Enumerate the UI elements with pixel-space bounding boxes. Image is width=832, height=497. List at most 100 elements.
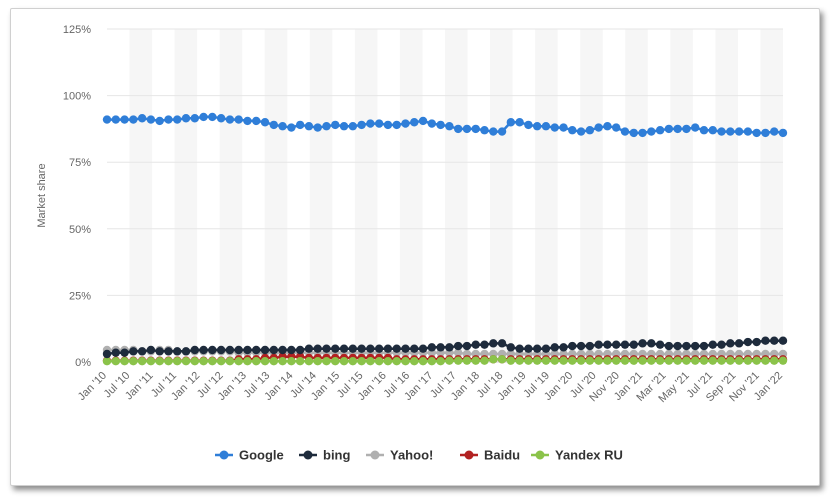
data-point: [436, 120, 445, 130]
data-point: [120, 115, 129, 124]
data-point: [445, 122, 454, 131]
data-point: [629, 356, 638, 365]
data-point: [726, 339, 735, 348]
data-point: [734, 127, 744, 136]
data-point: [603, 122, 612, 131]
legend-item[interactable]: Yandex RU: [531, 448, 623, 463]
data-point: [401, 119, 410, 128]
data-point: [155, 116, 164, 126]
data-point: [146, 357, 156, 366]
y-axis-label: Market share: [36, 163, 48, 227]
data-point: [770, 336, 779, 345]
data-point: [357, 344, 366, 353]
data-point: [708, 126, 717, 135]
data-point: [682, 124, 691, 134]
y-tick-label: 50%: [69, 224, 91, 236]
legend-swatch-marker: [219, 450, 229, 460]
data-point: [269, 120, 279, 130]
data-point: [208, 357, 217, 366]
data-point: [532, 122, 542, 131]
grid-band: [445, 29, 468, 362]
data-point: [181, 357, 191, 366]
series-yandex-ru: [102, 355, 788, 366]
data-point: [462, 124, 472, 134]
data-point: [392, 357, 401, 366]
data-point: [471, 124, 480, 134]
data-point: [655, 126, 665, 135]
grid-band: [399, 29, 423, 362]
data-point: [603, 340, 612, 349]
data-point: [120, 357, 129, 366]
data-point: [770, 127, 779, 136]
data-point: [699, 126, 709, 135]
data-point: [559, 343, 568, 352]
data-point: [638, 356, 647, 365]
data-point: [155, 357, 164, 366]
legend-item[interactable]: Google: [215, 448, 284, 463]
data-point: [778, 128, 788, 138]
data-point: [383, 344, 393, 353]
data-point: [102, 357, 112, 366]
legend-item[interactable]: Yahoo!: [366, 448, 433, 463]
data-point: [752, 128, 761, 138]
data-point: [129, 115, 138, 124]
data-point: [278, 345, 287, 355]
data-point: [752, 356, 761, 365]
data-point: [392, 120, 401, 130]
data-point: [383, 120, 393, 130]
data-point: [497, 355, 507, 364]
data-point: [568, 356, 577, 365]
data-point: [278, 122, 287, 131]
series-google: [102, 112, 788, 138]
data-point: [568, 126, 577, 135]
legend-item[interactable]: Baidu: [460, 448, 520, 463]
data-point: [374, 357, 384, 366]
data-point: [111, 348, 120, 357]
data-point: [137, 114, 147, 123]
grid-band: [174, 29, 198, 362]
data-point: [392, 344, 401, 353]
grid-band: [219, 29, 243, 362]
data-point: [366, 357, 375, 366]
data-point: [691, 356, 700, 365]
data-point: [304, 357, 314, 366]
data-point: [269, 357, 279, 366]
data-point: [436, 357, 445, 366]
grid-band: [580, 29, 603, 362]
data-point: [576, 356, 586, 365]
data-point: [524, 120, 533, 130]
data-point: [339, 357, 349, 366]
data-point: [339, 122, 349, 131]
data-point: [611, 340, 621, 349]
grid-band: [354, 29, 378, 362]
data-point: [129, 347, 138, 356]
data-point: [682, 341, 691, 351]
legend-label: Baidu: [484, 448, 520, 463]
data-point: [418, 357, 428, 366]
data-point: [410, 344, 419, 353]
data-point: [287, 123, 296, 132]
data-point: [243, 116, 252, 126]
data-point: [506, 343, 516, 352]
y-tick-label: 0%: [75, 357, 91, 369]
data-point: [585, 341, 595, 351]
data-point: [708, 340, 717, 349]
legend-label: Yahoo!: [390, 448, 433, 463]
data-point: [322, 344, 331, 353]
data-point: [295, 345, 305, 355]
legend-item[interactable]: bing: [299, 448, 350, 463]
data-point: [541, 356, 551, 365]
data-point: [225, 357, 235, 366]
data-point: [427, 357, 437, 366]
y-tick-label: 75%: [69, 157, 91, 169]
data-point: [287, 357, 296, 366]
data-point: [761, 356, 770, 365]
data-point: [576, 341, 586, 351]
grid-band: [760, 29, 783, 362]
data-point: [594, 123, 603, 132]
data-point: [304, 122, 314, 131]
data-point: [743, 356, 753, 365]
data-point: [120, 348, 129, 357]
data-point: [585, 126, 595, 135]
